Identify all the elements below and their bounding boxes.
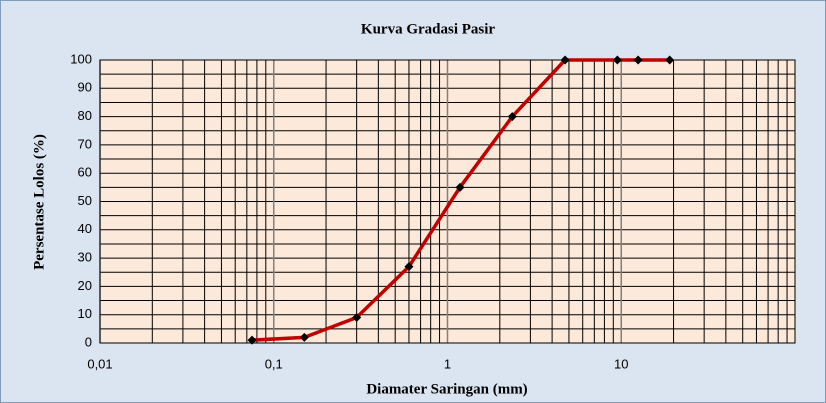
y-tick-label: 30 — [78, 250, 92, 265]
y-tick-label: 60 — [78, 165, 92, 180]
data-point — [633, 55, 643, 65]
data-point — [665, 55, 675, 65]
data-point — [299, 332, 309, 342]
chart-title: Kurva Gradasi Pasir — [361, 21, 496, 37]
data-point — [247, 335, 257, 345]
x-tick-label: 1 — [444, 356, 451, 371]
x-axis-title: Diamater Saringan (mm) — [366, 381, 527, 397]
y-axis-title: Persentase Lolos (%) — [31, 134, 47, 270]
x-tick-label: 0,01 — [87, 356, 112, 371]
y-tick-label: 80 — [78, 108, 92, 123]
x-tick-label: 10 — [614, 356, 628, 371]
y-tick-label: 90 — [78, 80, 92, 95]
data-point — [560, 55, 570, 65]
data-line — [251, 58, 670, 342]
y-tick-label: 0 — [85, 334, 92, 349]
y-tick-label: 70 — [78, 136, 92, 151]
data-point — [352, 313, 362, 323]
plot-border — [99, 59, 796, 344]
data-point — [404, 262, 414, 272]
y-tick-label: 100 — [70, 51, 92, 66]
data-point — [455, 182, 465, 192]
y-tick-label: 40 — [78, 221, 92, 236]
y-tick-label: 50 — [78, 193, 92, 208]
y-tick-label: 10 — [78, 306, 92, 321]
y-tick-label: 20 — [78, 278, 92, 293]
data-point — [507, 112, 517, 122]
data-point — [612, 55, 622, 65]
x-tick-label: 0,1 — [265, 356, 283, 371]
